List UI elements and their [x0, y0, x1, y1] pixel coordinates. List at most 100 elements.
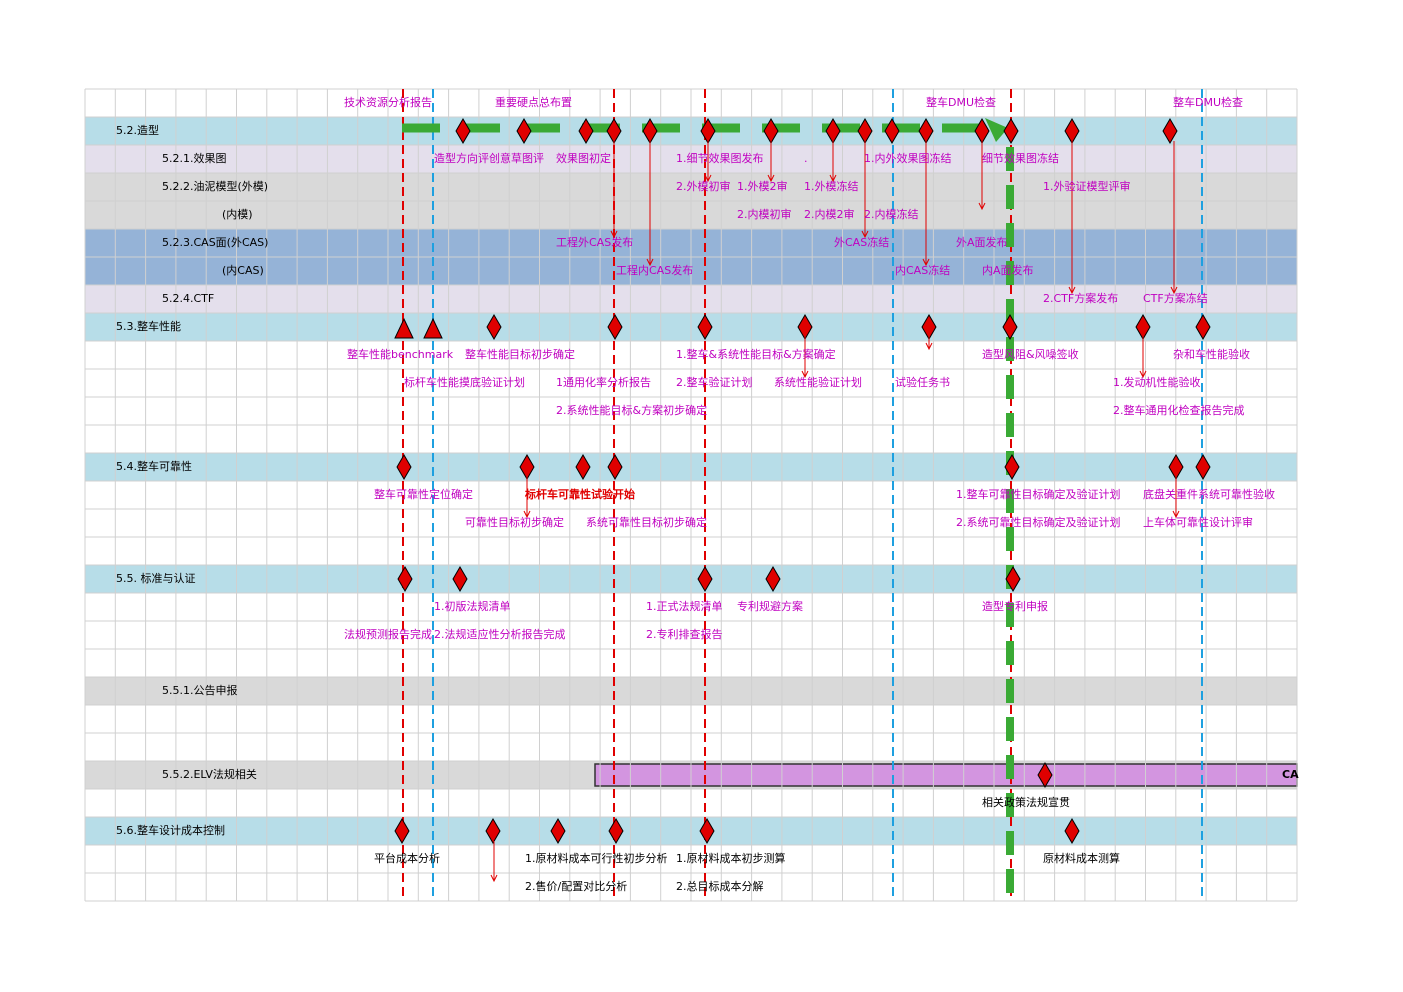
milestone-note: 造型方向评创意草图评	[434, 151, 544, 165]
row-label: 5.3.整车性能	[116, 319, 181, 333]
milestone-note: .	[804, 152, 808, 165]
milestone-note: 2.法规适应性分析报告完成	[434, 627, 566, 641]
milestone-note: 杂和车性能验收	[1173, 347, 1250, 361]
milestone-note: 2.内模冻结	[864, 207, 919, 221]
row-label: (内模)	[222, 207, 253, 221]
milestone-diamond	[1195, 454, 1211, 480]
milestone-note: 1.正式法规清单	[646, 599, 723, 613]
connector-head	[978, 202, 986, 211]
milestone-note: 整车性能目标初步确定	[465, 347, 575, 361]
milestone-triangle	[423, 317, 443, 339]
milestone-note: 平台成本分析	[374, 851, 440, 865]
milestone-diamond	[1003, 118, 1019, 144]
milestone-diamond	[765, 566, 781, 592]
milestone-note: 整车DMU检查	[1173, 95, 1243, 109]
connector-head	[1170, 286, 1178, 295]
row-label: 5.5.2.ELV法规相关	[162, 767, 257, 781]
milestone-diamond	[1002, 314, 1018, 340]
milestone-note: 2.系统性能目标&方案初步确定	[556, 403, 707, 417]
milestone-note: 标杆车性能摸底验证计划	[404, 375, 525, 389]
milestone-note: 1.整车&系统性能目标&方案确定	[676, 347, 836, 361]
connector-head	[829, 174, 837, 183]
milestone-note: 工程内CAS发布	[616, 263, 693, 277]
milestone-diamond	[1195, 314, 1211, 340]
connector-head	[523, 510, 531, 519]
milestone-note: 2.整车验证计划	[676, 375, 753, 389]
milestone-note: 造型专利申报	[982, 599, 1048, 613]
milestone-note: 2.系统可靠性目标确定及验证计划	[956, 515, 1121, 529]
elv-bar	[594, 763, 1298, 787]
row-label: 5.5. 标准与认证	[116, 571, 196, 585]
milestone-diamond	[1037, 762, 1053, 788]
connector-head	[861, 230, 869, 239]
milestone-note: 外CAS冻结	[834, 235, 889, 249]
milestone-diamond	[485, 818, 501, 844]
milestone-note: 内CAS冻结	[895, 263, 950, 277]
milestone-diamond	[697, 566, 713, 592]
milestone-note: 2.CTF方案发布	[1043, 291, 1118, 305]
milestone-diamond	[1005, 566, 1021, 592]
connector-head	[490, 874, 498, 883]
connector-head	[767, 174, 775, 183]
milestone-diamond	[1004, 454, 1020, 480]
milestone-diamond	[397, 566, 413, 592]
milestone-diamond	[516, 118, 532, 144]
milestone-diamond	[396, 454, 412, 480]
milestone-note: 试验任务书	[895, 375, 950, 389]
connector-head	[922, 258, 930, 267]
milestone-note: 整车可靠性定位确定	[374, 487, 473, 501]
connector-head	[610, 230, 618, 239]
row-label: 5.2.3.CAS面(外CAS)	[162, 236, 268, 249]
milestone-diamond	[486, 314, 502, 340]
milestone-note: 造型风阻&风噪签收	[982, 347, 1079, 361]
milestone-note: 可靠性目标初步确定	[465, 515, 564, 529]
row-label: 5.2.1.效果图	[162, 151, 227, 165]
milestone-diamond	[578, 118, 594, 144]
connector-head	[1139, 370, 1147, 379]
milestone-note: 系统可靠性目标初步确定	[586, 515, 707, 529]
milestone-note: 内A面发布	[982, 263, 1034, 277]
milestone-note: 1.外模2审	[737, 179, 788, 193]
milestone-note: 原材料成本测算	[1043, 851, 1120, 865]
milestone-note: 效果图初定	[556, 151, 611, 165]
milestone-diamond	[697, 314, 713, 340]
milestone-diamond	[699, 818, 715, 844]
milestone-note: 整车性能benchmark	[347, 347, 454, 361]
milestone-note: 1.外验证模型评审	[1043, 179, 1131, 193]
milestone-note: 1.原材料成本可行性初步分析	[525, 851, 668, 865]
milestone-diamond	[452, 566, 468, 592]
milestone-note: 专利规避方案	[737, 599, 803, 613]
milestone-note: 2.专利排查报告	[646, 627, 723, 641]
row-label: 5.2.造型	[116, 123, 159, 137]
milestone-note: 外A面发布	[956, 235, 1008, 249]
milestone-note: 底盘关重件系统可靠性验收	[1143, 487, 1275, 501]
milestone-note: 2.内模初审	[737, 207, 792, 221]
milestone-note: 1.发动机性能验收	[1113, 375, 1201, 389]
milestone-note: 2.售价/配置对比分析	[525, 879, 627, 893]
milestone-note: 2.总目标成本分解	[676, 879, 764, 893]
connector-head	[801, 370, 809, 379]
milestone-triangle	[394, 317, 414, 339]
connector-head	[1172, 510, 1180, 519]
milestone-note: 2.整车通用化检查报告完成	[1113, 403, 1245, 417]
milestone-note: 2.内模2审	[804, 207, 855, 221]
row-label: 5.2.2.油泥模型(外模)	[162, 179, 268, 193]
connector-head	[1068, 286, 1076, 295]
milestone-note: 1.外模冻结	[804, 179, 859, 193]
row-label: (内CAS)	[222, 263, 264, 277]
milestone-note: CTF方案冻结	[1143, 291, 1208, 305]
row-label: 5.4.整车可靠性	[116, 459, 192, 473]
milestone-note: 整车DMU检查	[926, 95, 996, 109]
milestone-note: 系统性能验证计划	[774, 375, 862, 389]
milestone-note: 重要硬点总布置	[495, 95, 572, 109]
milestone-note: 技术资源分析报告	[344, 95, 432, 109]
milestone-note: 1.原材料成本初步测算	[676, 851, 786, 865]
milestone-note: 工程外CAS发布	[556, 235, 633, 249]
row-label: 5.6.整车设计成本控制	[116, 823, 225, 837]
row-label: 5.2.4.CTF	[162, 292, 214, 305]
milestone-note: 法规预测报告完成	[344, 627, 432, 641]
milestone-diamond	[550, 818, 566, 844]
milestone-note: 1.整车可靠性目标确定及验证计划	[956, 487, 1121, 501]
milestone-note: CA	[1282, 768, 1299, 781]
